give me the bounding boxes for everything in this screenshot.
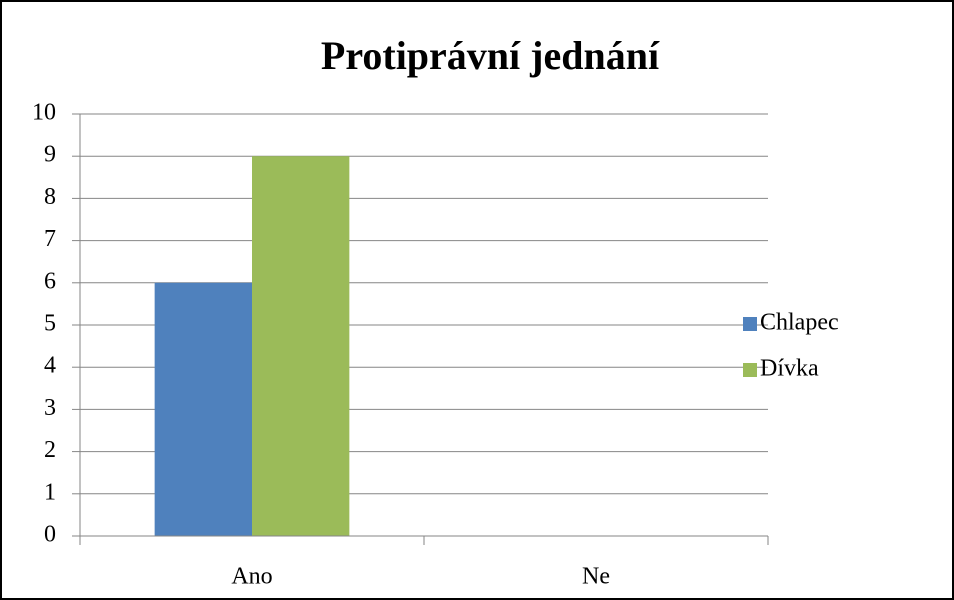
y-tick-label: 0 [44,522,56,548]
chart-title: Protiprávní jednání [321,33,660,78]
y-tick-label: 1 [44,479,56,505]
y-tick-label: 5 [44,311,56,337]
legend-label: Chlapec [760,310,839,336]
bar [154,282,252,536]
y-tick-label: 4 [44,353,56,379]
bar [252,156,350,536]
x-tick-label: Ano [231,564,272,590]
y-tick-label: 2 [44,437,56,463]
y-tick-label: 9 [44,142,56,168]
y-tick-label: 8 [44,184,56,210]
y-tick-label: 3 [44,395,56,421]
legend-swatch [743,317,757,331]
y-tick-label: 10 [32,100,56,126]
legend-label: Dívka [760,356,819,382]
x-tick-label: Ne [582,564,610,590]
y-tick-label: 6 [44,268,56,294]
legend-swatch [743,363,757,377]
y-tick-label: 7 [44,226,56,252]
